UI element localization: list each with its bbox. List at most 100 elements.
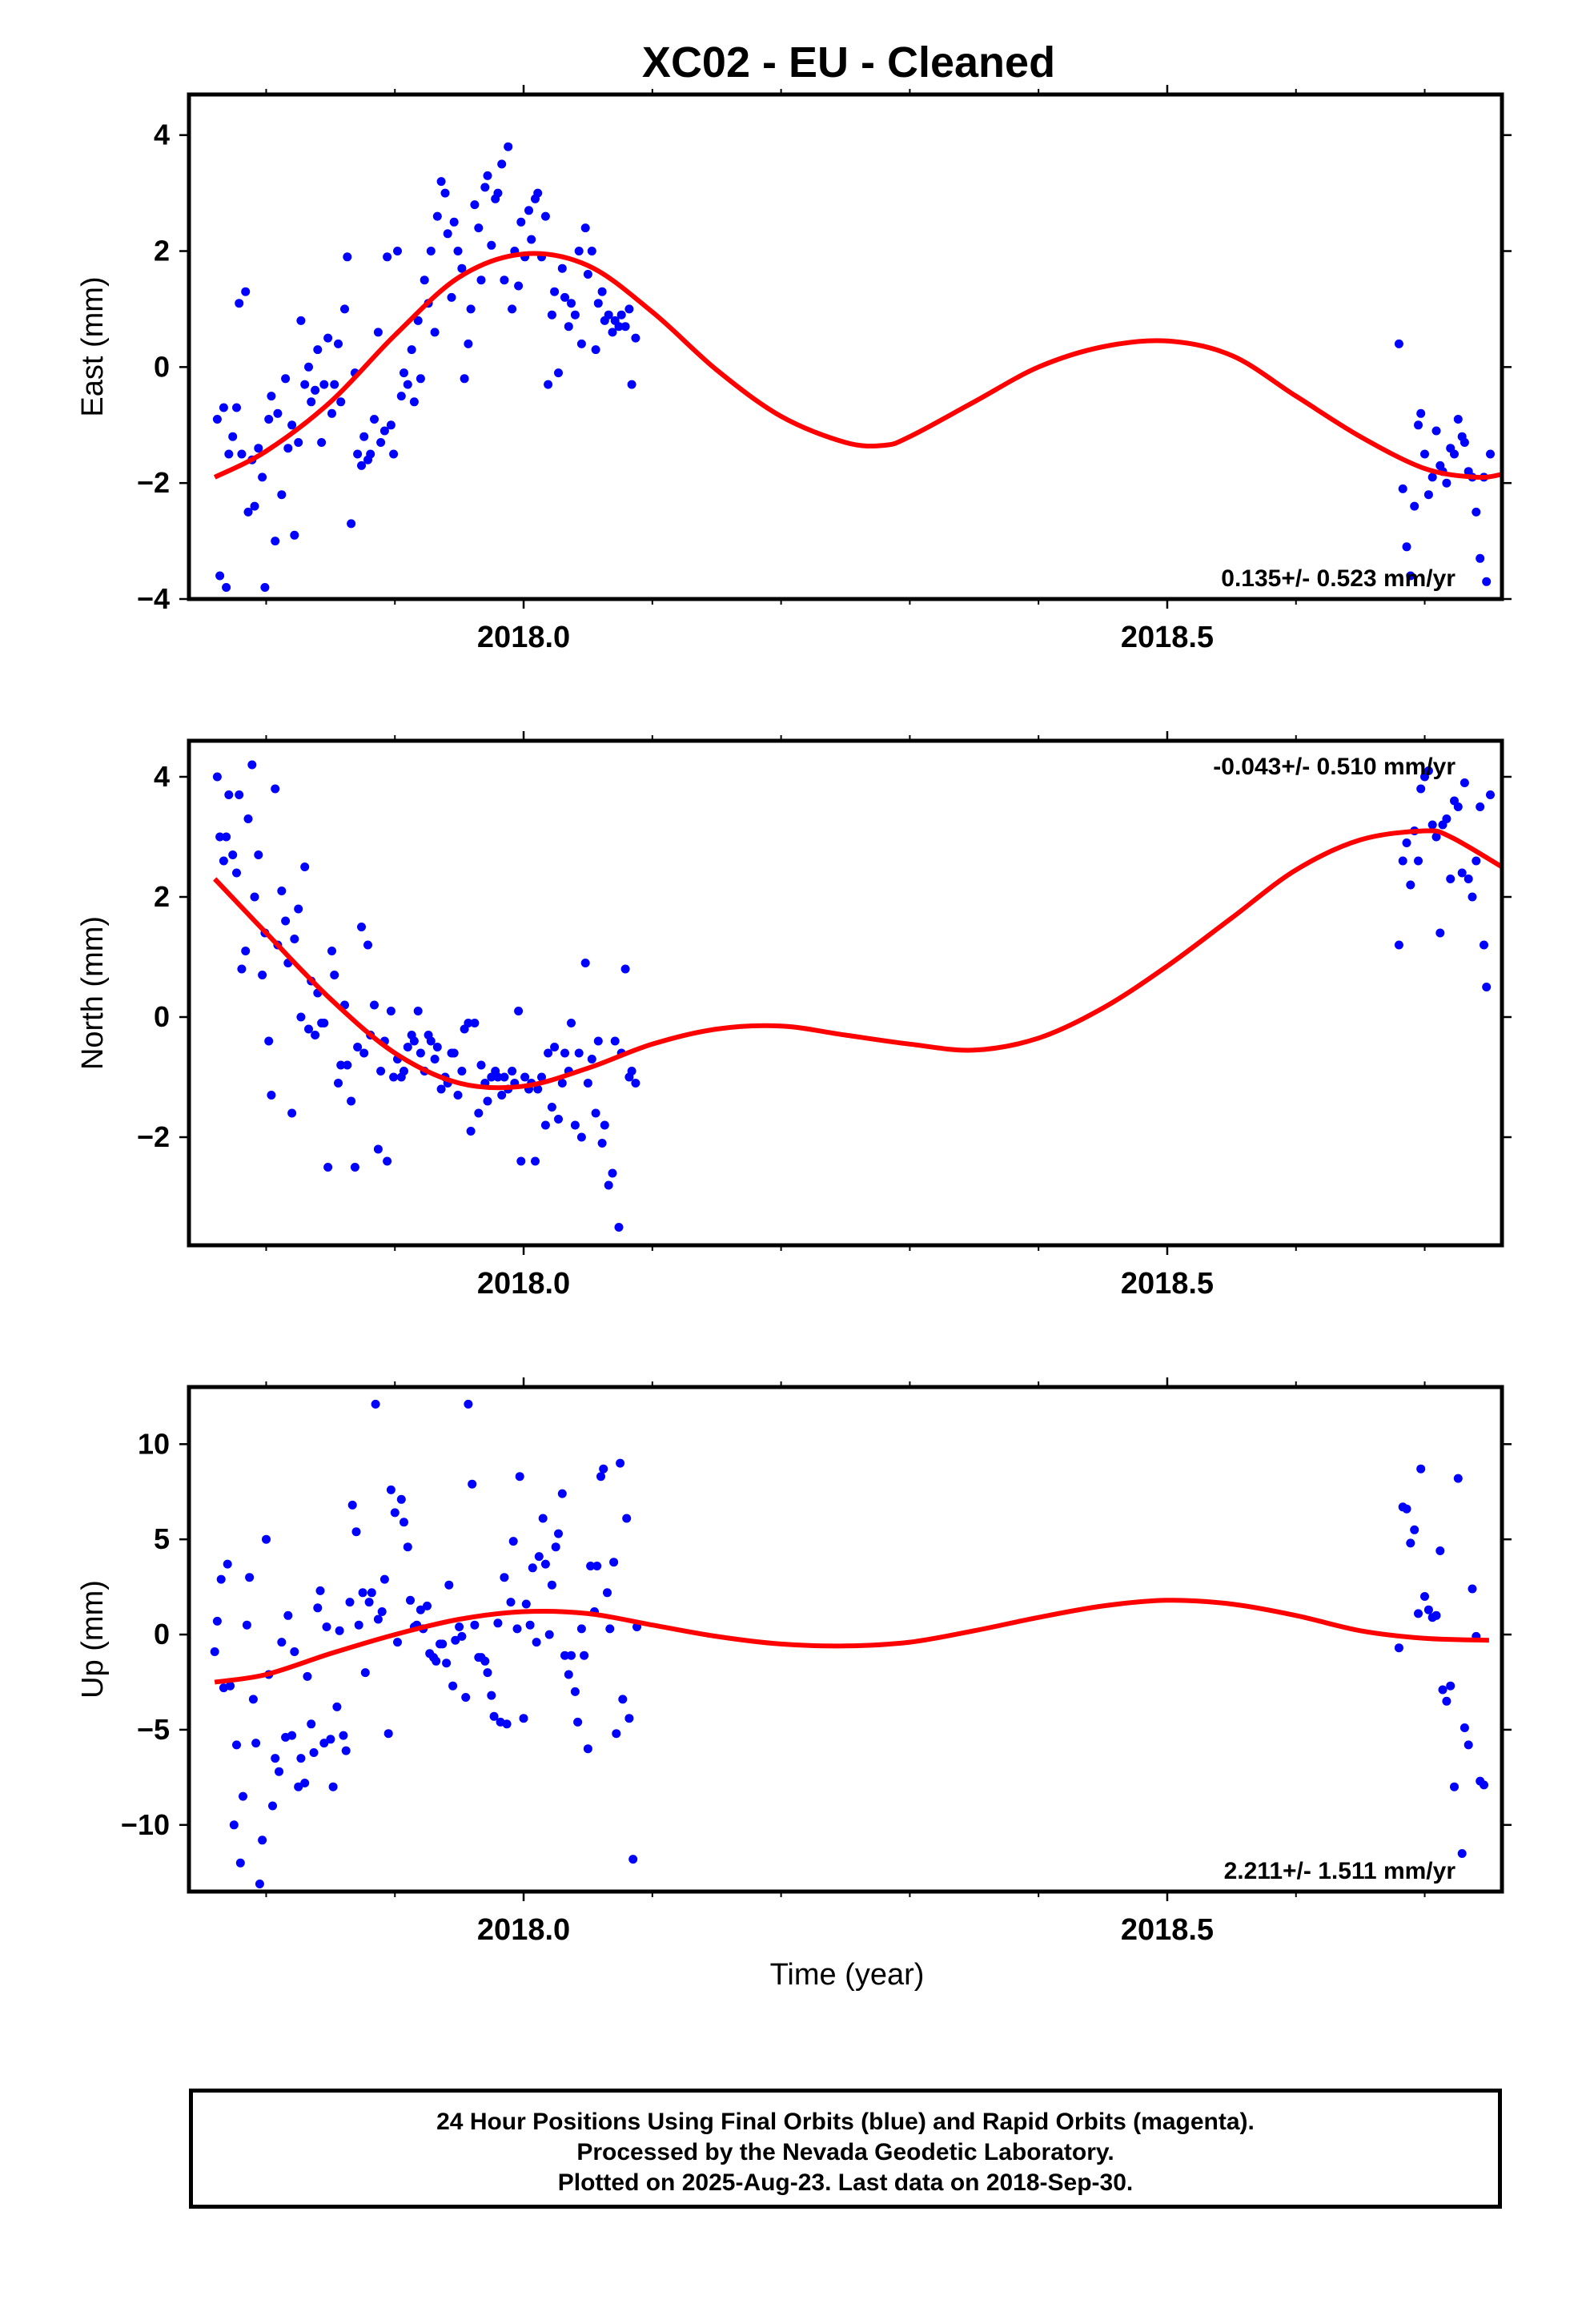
data-point bbox=[341, 1746, 351, 1755]
data-point bbox=[554, 368, 563, 378]
data-point bbox=[403, 1043, 412, 1051]
data-point bbox=[597, 287, 607, 296]
data-point bbox=[267, 1091, 276, 1100]
data-point bbox=[570, 1120, 580, 1130]
data-point bbox=[514, 1007, 524, 1015]
data-point bbox=[389, 1072, 399, 1082]
data-point bbox=[1460, 1723, 1469, 1732]
y-tick-label: 0 bbox=[154, 350, 170, 383]
y-tick-label: 0 bbox=[154, 1000, 170, 1033]
data-point bbox=[241, 287, 251, 296]
up-points bbox=[210, 1399, 1488, 1888]
data-point bbox=[222, 583, 231, 592]
data-point bbox=[476, 1060, 486, 1070]
data-point bbox=[326, 1735, 335, 1744]
x-tick-label: 2018.0 bbox=[477, 1267, 570, 1301]
data-point bbox=[379, 426, 389, 436]
data-point bbox=[336, 1060, 346, 1070]
data-point bbox=[386, 420, 396, 430]
data-point bbox=[300, 380, 310, 389]
data-point bbox=[612, 1729, 621, 1739]
data-point bbox=[1457, 1849, 1467, 1858]
x-tick-label: 2018.0 bbox=[477, 1913, 570, 1947]
data-point bbox=[487, 240, 496, 250]
data-point bbox=[622, 1514, 632, 1523]
data-point bbox=[1472, 856, 1481, 866]
data-point bbox=[223, 1559, 232, 1569]
data-point bbox=[275, 1767, 283, 1776]
data-point bbox=[1394, 339, 1403, 348]
data-point bbox=[313, 1603, 323, 1613]
data-point bbox=[554, 1529, 563, 1538]
data-point bbox=[564, 322, 573, 332]
data-point bbox=[1394, 1643, 1403, 1653]
data-point bbox=[464, 1019, 473, 1027]
data-point bbox=[307, 397, 316, 407]
data-point bbox=[580, 223, 590, 233]
data-point bbox=[457, 1631, 467, 1641]
data-point bbox=[1410, 501, 1419, 511]
data-point bbox=[1398, 484, 1407, 493]
data-point bbox=[624, 304, 634, 314]
y-tick-label: 0 bbox=[154, 1618, 170, 1651]
data-point bbox=[442, 1659, 452, 1668]
data-point bbox=[237, 964, 247, 974]
data-point bbox=[544, 1630, 554, 1639]
data-point bbox=[367, 1588, 376, 1598]
data-point bbox=[1435, 928, 1445, 938]
data-point bbox=[570, 310, 580, 320]
data-point bbox=[300, 1779, 310, 1787]
data-point bbox=[1442, 814, 1452, 823]
data-point bbox=[224, 449, 234, 459]
data-point bbox=[1446, 875, 1456, 883]
data-point bbox=[618, 1695, 628, 1704]
data-point bbox=[296, 1012, 306, 1022]
data-point bbox=[596, 1472, 605, 1482]
data-point bbox=[470, 200, 480, 210]
data-point bbox=[497, 159, 507, 169]
data-point bbox=[1423, 490, 1433, 500]
data-point bbox=[258, 1835, 267, 1845]
data-point bbox=[1398, 856, 1407, 866]
rate-annotation: 0.135+/- 0.523 mm/yr bbox=[1221, 565, 1456, 592]
data-point bbox=[330, 380, 339, 389]
data-point bbox=[335, 1626, 344, 1635]
data-point bbox=[600, 1120, 609, 1130]
data-point bbox=[277, 490, 287, 500]
y-tick-label: 5 bbox=[154, 1522, 170, 1555]
data-point bbox=[560, 1651, 569, 1660]
data-point bbox=[322, 1622, 331, 1631]
data-point bbox=[1438, 1685, 1447, 1695]
data-point bbox=[239, 1791, 247, 1801]
data-point bbox=[493, 188, 503, 198]
data-point bbox=[350, 1163, 359, 1172]
data-point bbox=[466, 1127, 476, 1136]
data-point bbox=[242, 1620, 251, 1630]
data-point bbox=[216, 1574, 226, 1584]
data-point bbox=[1480, 940, 1488, 950]
data-point bbox=[580, 1651, 589, 1660]
data-point bbox=[330, 971, 339, 979]
data-point bbox=[430, 328, 440, 337]
data-point bbox=[319, 1739, 329, 1748]
data-point bbox=[323, 333, 333, 343]
data-point bbox=[557, 263, 567, 273]
data-point bbox=[228, 850, 238, 859]
data-point bbox=[480, 1656, 490, 1666]
data-point bbox=[313, 345, 323, 355]
data-point bbox=[371, 1399, 380, 1409]
data-point bbox=[528, 1563, 537, 1573]
data-point bbox=[248, 1695, 258, 1704]
east-points bbox=[212, 142, 1495, 592]
data-point bbox=[296, 316, 306, 325]
data-point bbox=[241, 947, 251, 955]
x-tick-label: 2018.5 bbox=[1121, 1267, 1214, 1301]
data-point bbox=[1420, 1592, 1429, 1601]
data-point bbox=[254, 850, 263, 859]
data-point bbox=[294, 438, 303, 447]
data-point bbox=[583, 1079, 592, 1088]
data-point bbox=[453, 1091, 463, 1100]
data-point bbox=[436, 177, 446, 187]
data-point bbox=[1416, 408, 1426, 418]
x-tick-label: 2018.0 bbox=[477, 621, 570, 654]
